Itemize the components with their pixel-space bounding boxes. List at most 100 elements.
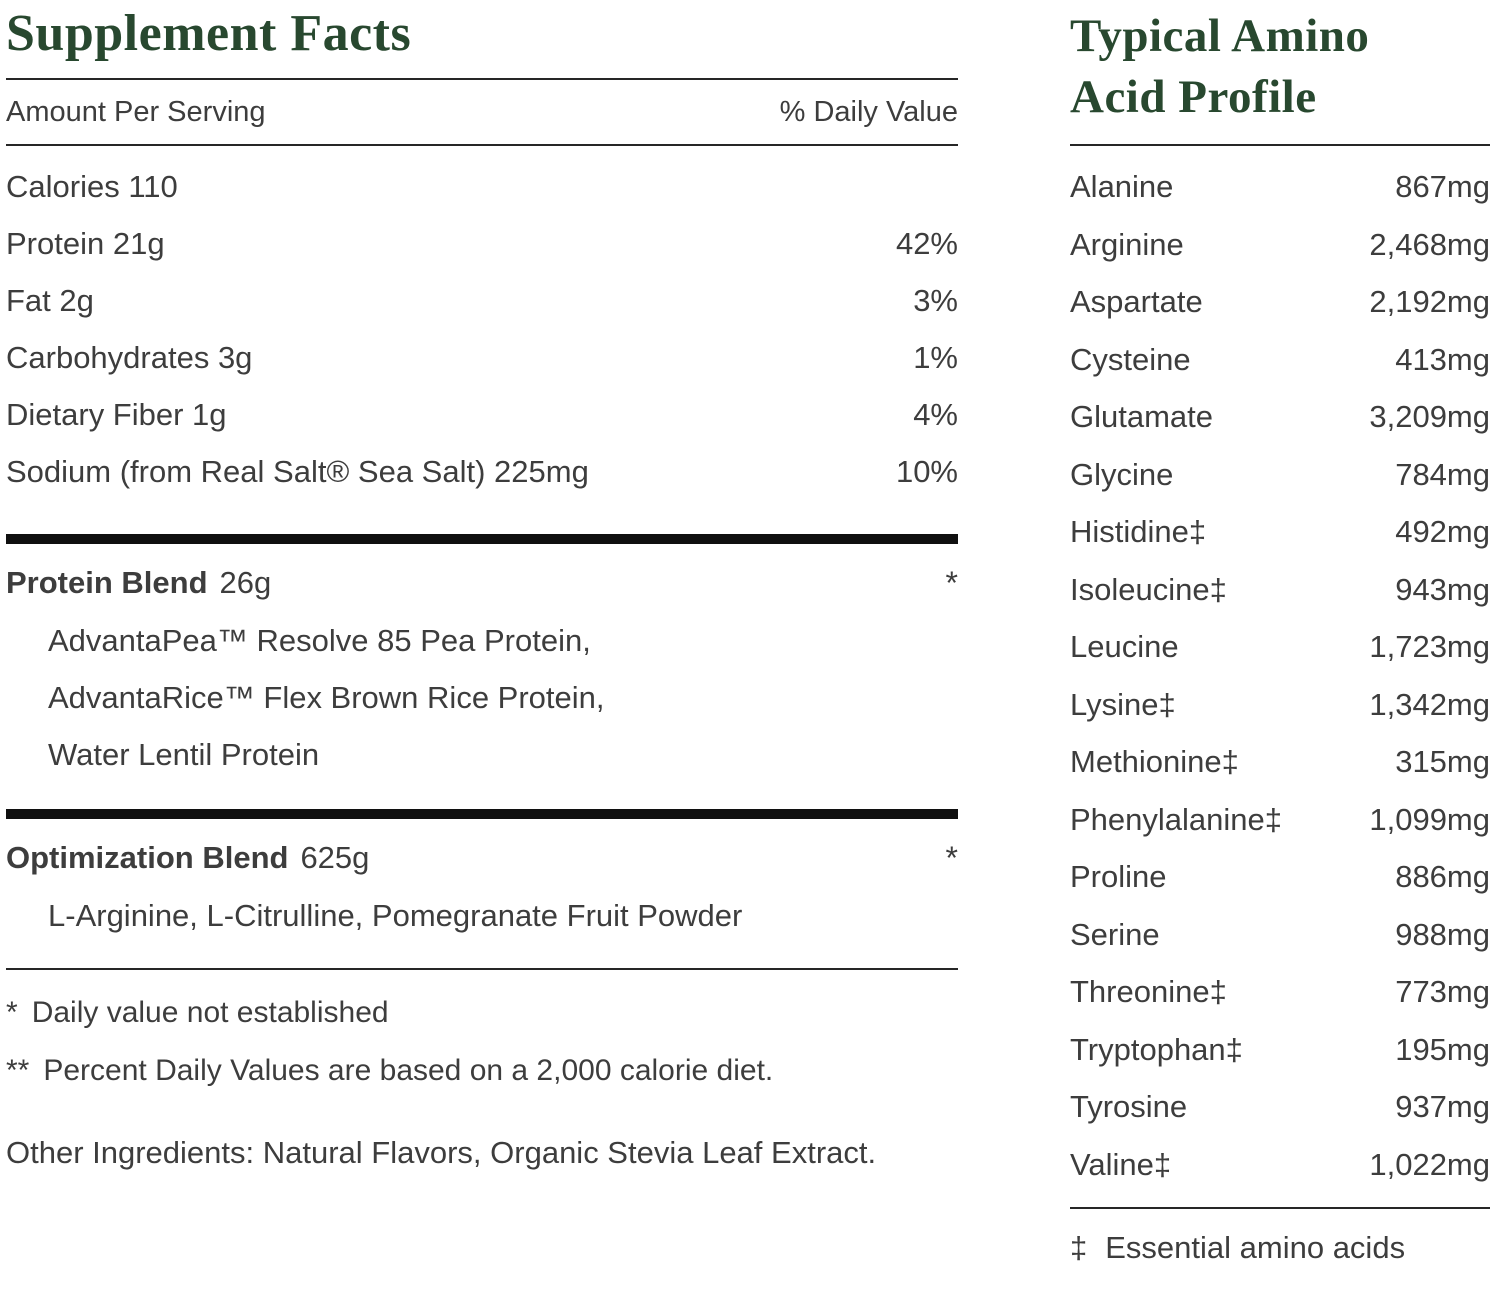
- amino-value: 1,022mg: [1369, 1146, 1490, 1182]
- amino-name: Aspartate: [1070, 284, 1203, 320]
- ingredient-line: Water Lentil Protein: [48, 737, 320, 773]
- divider: [1070, 144, 1490, 147]
- amino-acid-title: Typical Amino Acid Profile: [1070, 6, 1490, 128]
- footnote-text: Daily value not established: [31, 996, 389, 1030]
- table-row: Protein 21g 42%: [6, 215, 958, 272]
- ingredient-line: AdvantaRice™ Flex Brown Rice Protein,: [48, 680, 605, 716]
- table-row: Isoleucine‡ 943mg: [1070, 561, 1490, 619]
- table-row: Tryptophan‡ 195mg: [1070, 1021, 1490, 1079]
- table-row: Phenylalanine‡ 1,099mg: [1070, 791, 1490, 849]
- footnote: ** Percent Daily Values are based on a 2…: [6, 1042, 958, 1100]
- amino-value: 492mg: [1395, 514, 1490, 550]
- amino-name: Threonine‡: [1070, 974, 1227, 1010]
- table-row: Leucine 1,723mg: [1070, 618, 1490, 676]
- divider: [6, 78, 958, 81]
- table-row: Aspartate 2,192mg: [1070, 273, 1490, 331]
- amino-name: Glutamate: [1070, 399, 1214, 435]
- nutrient-value: 10%: [895, 454, 958, 490]
- amino-name: Valine‡: [1070, 1146, 1172, 1182]
- amino-name: Phenylalanine‡: [1070, 801, 1283, 837]
- amino-acid-panel: Typical Amino Acid Profile Alanine 867mg…: [1070, 6, 1490, 1277]
- daily-value-asterisk: *: [945, 840, 958, 877]
- amino-value: 1,099mg: [1369, 801, 1490, 837]
- nutrient-label: Fat 2g: [6, 283, 94, 319]
- blend-amount: 26g: [219, 565, 272, 601]
- amino-value: 2,468mg: [1369, 226, 1490, 262]
- blend-name: Optimization Blend: [6, 840, 289, 876]
- amino-name: Alanine: [1070, 169, 1174, 205]
- daily-value-header: % Daily Value: [779, 96, 958, 129]
- table-row: Lysine‡ 1,342mg: [1070, 676, 1490, 734]
- nutrient-label: Carbohydrates 3g: [6, 340, 253, 376]
- footnote: * Daily value not established: [6, 984, 958, 1042]
- amino-value: 867mg: [1395, 169, 1490, 205]
- divider: [6, 968, 958, 971]
- blend-title: Optimization Blend 625g: [6, 829, 369, 887]
- amino-value: 943mg: [1395, 571, 1490, 607]
- amino-value: 315mg: [1395, 744, 1490, 780]
- table-row: Proline 886mg: [1070, 848, 1490, 906]
- amino-name: Methionine‡: [1070, 744, 1239, 780]
- amino-title-line2: Acid Profile: [1070, 71, 1317, 124]
- table-row: Valine‡ 1,022mg: [1070, 1136, 1490, 1194]
- protein-blend-ingredients: AdvantaPea™ Resolve 85 Pea Protein, Adva…: [6, 612, 778, 783]
- divider: [1070, 1207, 1490, 1210]
- nutrient-value: 1%: [913, 340, 958, 376]
- table-row: Carbohydrates 3g 1%: [6, 329, 958, 386]
- amino-name: Arginine: [1070, 226, 1184, 262]
- footnote-marker: *: [6, 996, 18, 1030]
- amino-value: 1,342mg: [1369, 686, 1490, 722]
- table-row: Cysteine 413mg: [1070, 331, 1490, 389]
- amino-title-line1: Typical Amino: [1070, 10, 1370, 62]
- amino-value: 784mg: [1395, 456, 1490, 492]
- nutrient-label: Dietary Fiber 1g: [6, 397, 227, 433]
- blend-title: Protein Blend 26g: [6, 554, 271, 612]
- amino-name: Serine: [1070, 916, 1160, 952]
- amino-value: 886mg: [1395, 859, 1490, 895]
- footnote-text: Percent Daily Values are based on a 2,00…: [43, 1054, 774, 1088]
- amino-value: 937mg: [1395, 1089, 1490, 1125]
- table-row: Histidine‡ 492mg: [1070, 503, 1490, 561]
- essential-amino-footnote: ‡ Essential amino acids: [1070, 1209, 1490, 1277]
- supplement-label: Supplement Facts Amount Per Serving % Da…: [6, 5, 1490, 1277]
- amino-value: 413mg: [1395, 341, 1490, 377]
- ingredient-line: AdvantaPea™ Resolve 85 Pea Protein,: [48, 623, 591, 659]
- nutrient-label: Protein 21g: [6, 226, 165, 262]
- amino-name: Cysteine: [1070, 341, 1191, 377]
- other-ingredients: Other Ingredients: Natural Flavors, Orga…: [6, 1135, 877, 1171]
- daily-value-asterisk: *: [945, 565, 958, 602]
- amount-per-serving-label: Amount Per Serving: [6, 96, 266, 129]
- amino-value: 3,209mg: [1369, 399, 1490, 435]
- table-row: Alanine 867mg: [1070, 158, 1490, 216]
- amino-value: 988mg: [1395, 916, 1490, 952]
- table-row: Tyrosine 937mg: [1070, 1078, 1490, 1136]
- amino-name: Tyrosine: [1070, 1089, 1188, 1125]
- amino-value: 773mg: [1395, 974, 1490, 1010]
- nutrient-label: Calories 110: [6, 169, 178, 205]
- blend-amount: 625g: [300, 840, 370, 876]
- section-divider: [6, 534, 958, 545]
- amino-value: 195mg: [1395, 1031, 1490, 1067]
- nutrient-value: 42%: [895, 226, 958, 262]
- nutrient-value: 4%: [913, 397, 958, 433]
- table-row: Threonine‡ 773mg: [1070, 963, 1490, 1021]
- amino-value: 2,192mg: [1369, 284, 1490, 320]
- optimization-blend-ingredients: L-Arginine, L-Citrulline, Pomegranate Fr…: [48, 898, 743, 934]
- amino-name: Isoleucine‡: [1070, 571, 1227, 607]
- supplement-facts-title: Supplement Facts: [6, 5, 412, 62]
- table-row: Dietary Fiber 1g 4%: [6, 386, 958, 443]
- table-row: Methionine‡ 315mg: [1070, 733, 1490, 791]
- amino-name: Glycine: [1070, 456, 1174, 492]
- table-row: Fat 2g 3%: [6, 272, 958, 329]
- table-row: Calories 110: [6, 158, 958, 215]
- amino-name: Histidine‡: [1070, 514, 1207, 550]
- blend-name: Protein Blend: [6, 565, 208, 601]
- amino-name: Lysine‡: [1070, 686, 1176, 722]
- divider: [6, 144, 958, 147]
- amino-acid-rows: Alanine 867mg Arginine 2,468mg Aspartate…: [1070, 146, 1490, 1207]
- optimization-blend-heading: Optimization Blend 625g *: [6, 829, 958, 887]
- table-row: Glutamate 3,209mg: [1070, 388, 1490, 446]
- footnotes: * Daily value not established ** Percent…: [6, 970, 958, 1100]
- amino-name: Leucine: [1070, 629, 1179, 665]
- protein-blend-heading: Protein Blend 26g *: [6, 554, 958, 612]
